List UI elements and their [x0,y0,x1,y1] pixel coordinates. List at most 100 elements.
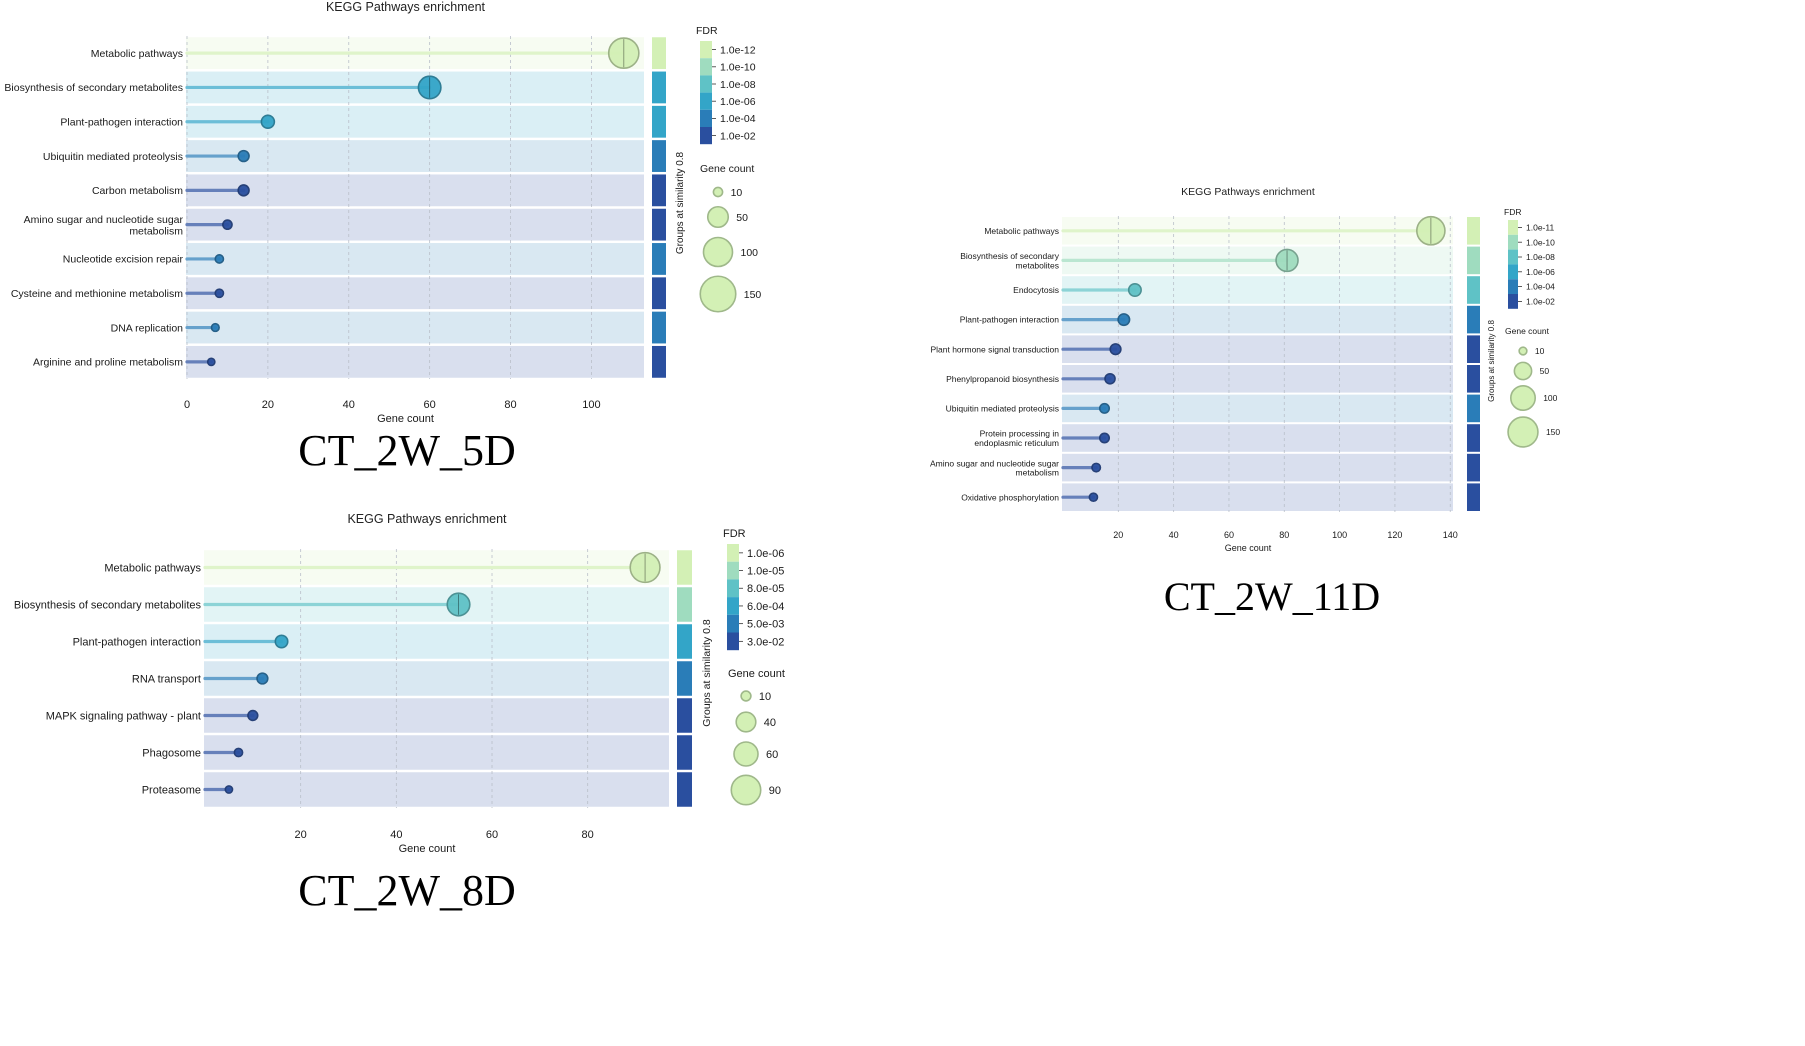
fdr-legend-swatch [727,614,739,633]
group-bar [1467,335,1480,363]
gene-count-legend-label: 150 [744,289,762,301]
panel-caption: CT_2W_11D [1164,574,1380,619]
gene-count-legend-label: 90 [769,785,781,797]
group-bar [1467,305,1480,334]
fdr-legend-swatch [727,561,739,580]
fdr-legend-label: 1.0e-06 [1526,267,1555,277]
pathway-label-line: Biosynthesis of secondary [960,251,1059,261]
gene-count-legend-circle [733,741,759,767]
pathway-label: Proteasome [142,784,201,796]
group-bar [677,698,692,733]
chart-title: KEGG Pathways enrichment [326,0,486,14]
group-bar [652,277,666,310]
fdr-legend-swatch [700,127,712,145]
lollipop-point [210,322,220,333]
pathway-label: Phagosome [142,747,201,759]
lollipop-point [206,357,216,367]
pathway-label-line: Amino sugar and nucleotide sugar [930,458,1059,468]
row-band [186,140,644,172]
row-band [186,277,644,310]
gene-count-legend-label: 100 [1543,393,1557,403]
lollipop-point [222,219,233,231]
group-bar [652,71,666,104]
pathway-label: Metabolic pathways [984,226,1059,236]
group-bar [677,661,692,696]
x-tick-label: 40 [1169,530,1179,540]
group-bar [1467,246,1480,275]
gene-count-legend-circle [740,690,752,702]
chart-ct8: KEGG Pathways enrichment Metabolic pathwa… [14,512,785,915]
group-bar [677,550,692,585]
gene-count-legend-label: 50 [736,212,748,224]
pathway-label-line: endoplasmic reticulum [974,438,1059,448]
row-band [204,772,669,807]
fdr-legend-swatch [1508,249,1518,265]
x-tick-label: 40 [390,829,402,841]
fdr-legend-label: 1.0e-04 [1526,282,1555,292]
lollipop-point [214,254,225,264]
fdr-legend-swatch [727,597,739,615]
fdr-legend-swatch [1508,264,1518,280]
gene-count-legend-title: Gene count [1505,326,1550,336]
gene-count-legend-label: 100 [741,247,759,259]
lollipop-point [224,785,234,794]
fdr-legend-label: 3.0e-02 [747,636,784,648]
chart-ct5: KEGG Pathways enrichment Metabolic pathwa… [4,0,761,475]
group-bar [1467,394,1480,423]
pathway-label: Ubiquitin mediated proteolysis [43,151,183,163]
x-tick-label: 60 [486,829,498,841]
fdr-legend-swatch [727,632,739,651]
lollipop-point [260,114,276,130]
fdr-legend-label: 1.0e-10 [1526,237,1555,247]
gene-count-legend-title: Gene count [700,163,754,175]
group-bar [652,345,666,378]
fdr-legend-title: FDR [696,25,718,37]
group-bar [652,37,666,70]
pathway-label-line: metabolism [1016,468,1059,478]
group-bar [1467,217,1480,245]
pathway-label: Ubiquitin mediated proteolysis [946,403,1059,413]
x-tick-label: 0 [184,399,190,411]
gene-count-legend-circle [730,774,762,806]
fdr-legend-swatch [1508,234,1518,250]
group-bar [1467,424,1480,452]
x-tick-label: 80 [582,829,594,841]
row-band [186,243,644,275]
pathway-label: MAPK signaling pathway - plant [46,710,201,722]
lollipop-point [274,634,289,649]
lollipop-point [1104,372,1116,385]
pathway-label: Phenylpropanoid biosynthesis [946,374,1059,384]
fdr-legend-label: 1.0e-12 [720,44,756,56]
gene-count-legend-circle [702,236,734,268]
fdr-legend-label: 1.0e-06 [747,548,784,560]
lollipop-point [237,149,250,163]
group-bar [677,772,692,807]
groups-axis-label: Groups at similarity 0.8 [1487,320,1496,402]
lollipop-point [1088,492,1099,503]
row-band [186,208,644,241]
x-axis-label: Gene count [1225,543,1272,553]
row-band [204,735,669,770]
lollipop-point [1098,402,1111,414]
group-bar [1467,365,1480,393]
chart-ct11: KEGG Pathways enrichment Metabolic pathwa… [930,186,1560,619]
x-tick-label: 120 [1387,530,1402,540]
gene-count-legend-circle [706,205,730,229]
group-bar [652,140,666,172]
group-bar [1467,453,1480,482]
row-band [186,311,644,344]
pathway-label: Amino sugar and nucleotide sugar metaboli… [930,458,1059,477]
group-bar [652,311,666,344]
row-band [186,345,644,378]
gene-count-legend-circle [1507,416,1539,448]
group-bar [652,174,666,207]
lollipop-point [1117,313,1131,327]
x-tick-label: 20 [295,829,307,841]
gene-count-legend-label: 60 [766,749,778,761]
fdr-legend-swatch [700,109,712,127]
lollipop-point [247,709,259,722]
gene-count-legend-label: 50 [1540,366,1550,376]
x-tick-label: 100 [1332,530,1347,540]
group-bar [677,624,692,659]
group-bar [652,208,666,241]
